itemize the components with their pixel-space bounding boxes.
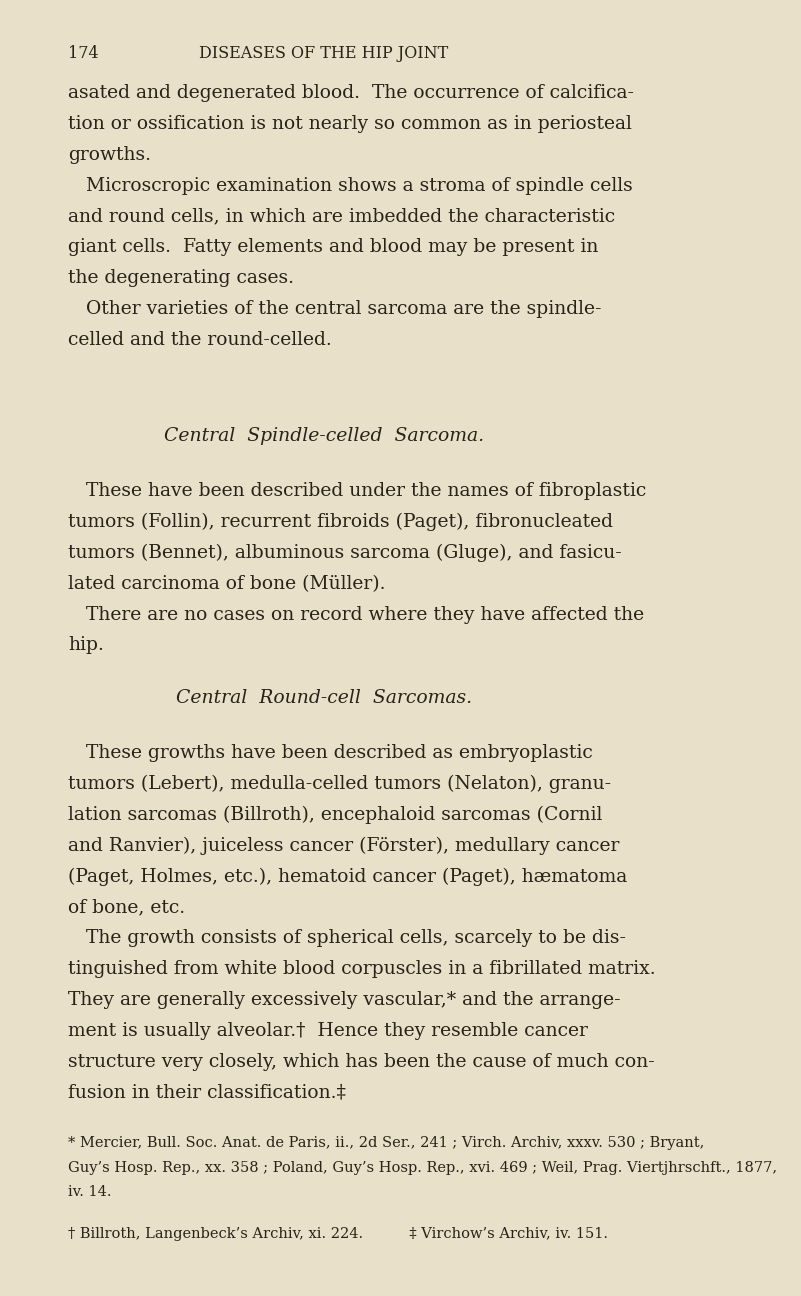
Text: These have been described under the names of fibroplastic: These have been described under the name… bbox=[87, 482, 646, 500]
Text: asated and degenerated blood.  The occurrence of calcifica-: asated and degenerated blood. The occurr… bbox=[68, 84, 634, 102]
Text: tumors (Follin), recurrent fibroids (Paget), fibronucleated: tumors (Follin), recurrent fibroids (Pag… bbox=[68, 513, 613, 531]
Text: There are no cases on record where they have affected the: There are no cases on record where they … bbox=[87, 605, 644, 623]
Text: Guy’s Hosp. Rep., xx. 358 ; Poland, Guy’s Hosp. Rep., xvi. 469 ; Weil, Prag. Vie: Guy’s Hosp. Rep., xx. 358 ; Poland, Guy’… bbox=[68, 1161, 777, 1174]
Text: These growths have been described as embryoplastic: These growths have been described as emb… bbox=[87, 744, 593, 762]
Text: They are generally excessively vascular,* and the arrange-: They are generally excessively vascular,… bbox=[68, 991, 621, 1010]
Text: Microscropic examination shows a stroma of spindle cells: Microscropic examination shows a stroma … bbox=[87, 176, 633, 194]
Text: lated carcinoma of bone (Müller).: lated carcinoma of bone (Müller). bbox=[68, 574, 385, 592]
Text: fusion in their classification.‡: fusion in their classification.‡ bbox=[68, 1083, 346, 1102]
Text: structure very closely, which has been the cause of much con-: structure very closely, which has been t… bbox=[68, 1052, 654, 1070]
Text: Other varieties of the central sarcoma are the spindle-: Other varieties of the central sarcoma a… bbox=[87, 301, 602, 318]
Text: ment is usually alveolar.†  Hence they resemble cancer: ment is usually alveolar.† Hence they re… bbox=[68, 1023, 588, 1039]
Text: growths.: growths. bbox=[68, 146, 151, 163]
Text: of bone, etc.: of bone, etc. bbox=[68, 898, 185, 916]
Text: celled and the round-celled.: celled and the round-celled. bbox=[68, 330, 332, 349]
Text: Central  Spindle-celled  Sarcoma.: Central Spindle-celled Sarcoma. bbox=[163, 426, 484, 445]
Text: and round cells, in which are imbedded the characteristic: and round cells, in which are imbedded t… bbox=[68, 207, 615, 226]
Text: lation sarcomas (Billroth), encephaloid sarcomas (Cornil: lation sarcomas (Billroth), encephaloid … bbox=[68, 806, 602, 824]
Text: tion or ossification is not nearly so common as in periosteal: tion or ossification is not nearly so co… bbox=[68, 115, 632, 133]
Text: tumors (Bennet), albuminous sarcoma (Gluge), and fasicu-: tumors (Bennet), albuminous sarcoma (Glu… bbox=[68, 544, 622, 562]
Text: tumors (Lebert), medulla-celled tumors (Nelaton), granu-: tumors (Lebert), medulla-celled tumors (… bbox=[68, 775, 611, 793]
Text: † Billroth, Langenbeck’s Archiv, xi. 224.          ‡ Virchow’s Archiv, iv. 151.: † Billroth, Langenbeck’s Archiv, xi. 224… bbox=[68, 1227, 608, 1242]
Text: Central  Round-cell  Sarcomas.: Central Round-cell Sarcomas. bbox=[175, 688, 472, 706]
Text: the degenerating cases.: the degenerating cases. bbox=[68, 270, 294, 288]
Text: giant cells.  Fatty elements and blood may be present in: giant cells. Fatty elements and blood ma… bbox=[68, 238, 598, 257]
Text: * Mercier, Bull. Soc. Anat. de Paris, ii., 2d Ser., 241 ; Virch. Archiv, xxxv. 5: * Mercier, Bull. Soc. Anat. de Paris, ii… bbox=[68, 1137, 704, 1150]
Text: and Ranvier), juiceless cancer (Förster), medullary cancer: and Ranvier), juiceless cancer (Förster)… bbox=[68, 837, 619, 855]
Text: iv. 14.: iv. 14. bbox=[68, 1186, 111, 1199]
Text: hip.: hip. bbox=[68, 636, 104, 654]
Text: 174: 174 bbox=[68, 45, 99, 62]
Text: (Paget, Holmes, etc.), hematoid cancer (Paget), hæmatoma: (Paget, Holmes, etc.), hematoid cancer (… bbox=[68, 868, 627, 886]
Text: The growth consists of spherical cells, scarcely to be dis-: The growth consists of spherical cells, … bbox=[87, 929, 626, 947]
Text: DISEASES OF THE HIP JOINT: DISEASES OF THE HIP JOINT bbox=[199, 45, 449, 62]
Text: tinguished from white blood corpuscles in a fibrillated matrix.: tinguished from white blood corpuscles i… bbox=[68, 960, 655, 978]
